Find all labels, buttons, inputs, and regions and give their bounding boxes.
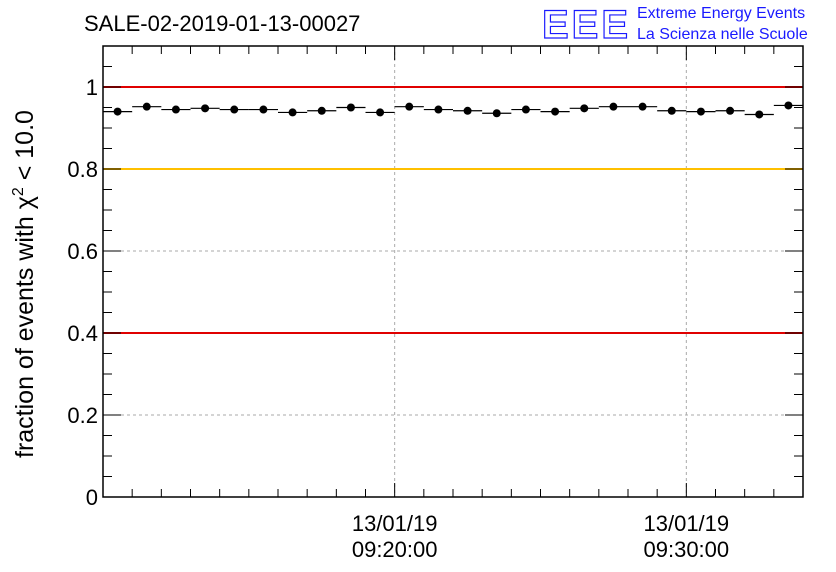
data-point [171,105,180,114]
data-point [405,102,414,111]
data-point [726,106,735,115]
data-point [755,110,764,119]
logo-line1: Extreme Energy Events [637,5,805,22]
data-point [521,105,530,114]
logo-line2: La Scienza nelle Scuole [637,26,808,43]
data-point [784,101,793,110]
x-tick-label-date: 13/01/19 [644,511,730,536]
y-tick-label: 0 [86,485,98,510]
data-point [346,103,355,112]
y-tick-label: 0.6 [67,239,98,264]
logo-mark: EEE [542,3,631,47]
x-tick-label-time: 09:20:00 [352,537,438,562]
data-point [609,102,618,111]
chart-title: SALE-02-2019-01-13-00027 [84,11,360,36]
y-tick-label: 0.2 [67,403,98,428]
y-tick-label: 0.4 [67,321,98,346]
data-point [463,106,472,115]
data-point [434,105,443,114]
reference-lines [103,86,803,334]
data-points [103,101,803,119]
data-point [667,106,676,115]
x-tick-label-time: 09:30:00 [644,537,730,562]
data-point [142,102,151,111]
axes [102,45,804,498]
data-point [492,109,501,118]
eee-logo: EEE Extreme Energy Events La Scienza nel… [541,2,808,47]
data-point [696,107,705,116]
y-tick-label: 0.8 [67,157,98,182]
data-point [230,105,239,114]
y-tick-labels: 0 0.2 0.4 0.6 0.8 1 [67,75,98,510]
data-point [580,104,589,113]
y-tick-label: 1 [86,75,98,100]
x-tick-label-date: 13/01/19 [352,511,438,536]
data-point [113,107,122,116]
data-point [201,104,210,113]
data-point [259,105,268,114]
y-axis-label-tail: < 10.0 [11,110,39,187]
data-point [551,107,560,116]
data-point [376,108,385,117]
data-point [638,102,647,111]
y-axis-label-sup: 2 [10,187,27,196]
data-point [288,108,297,117]
data-point [317,106,326,115]
y-axis-label: fraction of events with χ2 < 10.0 [10,110,39,458]
y-axis-label-main: fraction of events with χ [11,196,39,458]
